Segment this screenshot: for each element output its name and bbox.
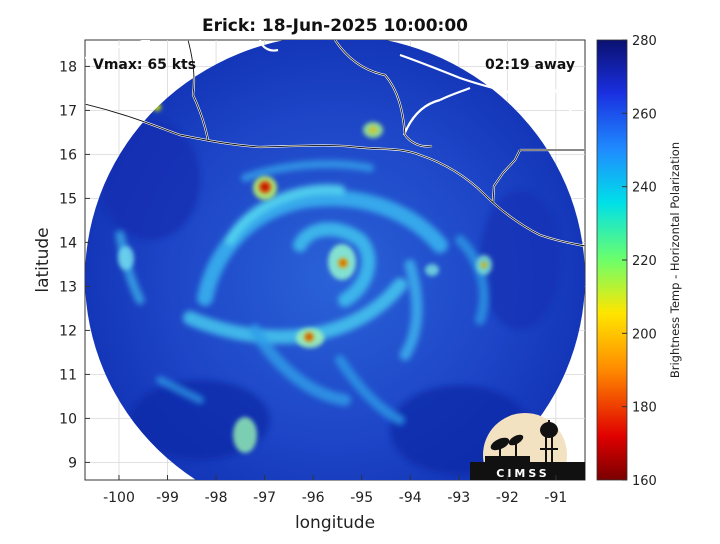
x-tick-label: -100 xyxy=(103,490,135,506)
x-tick-label: -91 xyxy=(544,490,567,506)
y-axis: 9 10 11 12 13 14 15 16 17 18 xyxy=(59,59,90,471)
y-tick-label: 11 xyxy=(59,367,77,383)
x-axis: -100 -99 -98 -97 -96 -95 -94 -93 -92 -91 xyxy=(103,475,567,506)
colorbar-tick-label: 220 xyxy=(632,254,657,269)
time-away-label: 02:19 away xyxy=(485,57,575,73)
colorbar-tick-label: 280 xyxy=(632,34,657,49)
y-tick-label: 16 xyxy=(59,147,77,163)
colorbar-tick-label: 160 xyxy=(632,474,657,489)
brightness-swath xyxy=(85,40,585,480)
x-tick-label: -95 xyxy=(350,490,373,506)
x-tick-label: -97 xyxy=(253,490,276,506)
y-tick-label: 12 xyxy=(59,323,77,339)
spiral-rainbands xyxy=(115,160,489,425)
vmax-label: Vmax: 65 kts xyxy=(93,57,196,73)
x-tick-label: -99 xyxy=(156,490,179,506)
x-tick-label: -96 xyxy=(302,490,325,506)
colorbar-tick-label: 200 xyxy=(632,327,657,342)
figure-title: Erick: 18-Jun-2025 10:00:00 xyxy=(202,16,468,36)
colorbar-tick-label: 260 xyxy=(632,107,657,122)
cimss-logo: CIMSS xyxy=(470,413,585,480)
y-tick-label: 10 xyxy=(59,411,77,427)
colorbar-tick-label: 180 xyxy=(632,401,657,416)
y-tick-label: 14 xyxy=(59,235,77,251)
colorbar-label: Brightness Temp - Horizontal Polarizatio… xyxy=(668,142,682,378)
convective-hotspots xyxy=(153,103,487,342)
y-tick-label: 17 xyxy=(59,103,77,119)
x-axis-label: longitude xyxy=(295,513,375,533)
x-tick-label: -94 xyxy=(399,490,422,506)
colorbar-ticks: 280 260 240 220 200 180 160 xyxy=(622,34,657,489)
cimss-logo-text: CIMSS xyxy=(496,467,549,480)
y-tick-label: 18 xyxy=(59,59,77,75)
x-tick-label: -98 xyxy=(205,490,228,506)
x-tick-label: -93 xyxy=(447,490,470,506)
y-tick-label: 15 xyxy=(59,191,77,207)
y-axis-label: latitude xyxy=(33,227,53,292)
colorbar-tick-label: 240 xyxy=(632,181,657,196)
x-tick-label: -92 xyxy=(496,490,519,506)
y-tick-label: 13 xyxy=(59,279,77,295)
colorbar: 280 260 240 220 200 180 160 Brightness Temp - … xyxy=(596,34,682,489)
y-tick-label: 9 xyxy=(68,455,77,471)
